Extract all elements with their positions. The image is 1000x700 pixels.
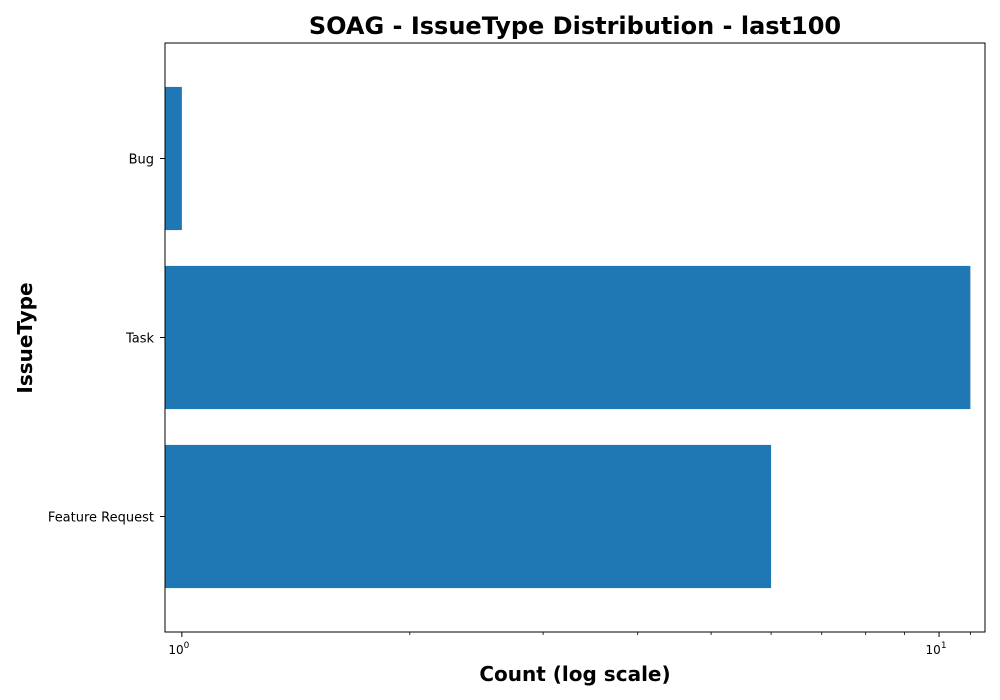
plot-frame (164, 42, 986, 633)
x-axis-label: Count (log scale) (479, 662, 670, 686)
bars-group (165, 86, 971, 589)
chart-title: SOAG - IssueType Distribution - last100 (309, 12, 841, 40)
bar-task (165, 265, 971, 410)
bar-bug (165, 86, 182, 231)
x-tick-label: 100 (168, 641, 189, 657)
y-tick-label-task: Task (125, 332, 155, 347)
x-tick-label: 101 (926, 641, 947, 657)
x-axis-ticks: 100 101 (168, 632, 971, 657)
y-tick-label-bug: Bug (129, 153, 154, 168)
y-axis-ticks: Bug Task Feature Request (48, 153, 165, 526)
bar-feature-request (165, 444, 772, 589)
y-axis-label: IssueType (13, 282, 37, 393)
y-tick-label-feature-request: Feature Request (48, 511, 154, 526)
